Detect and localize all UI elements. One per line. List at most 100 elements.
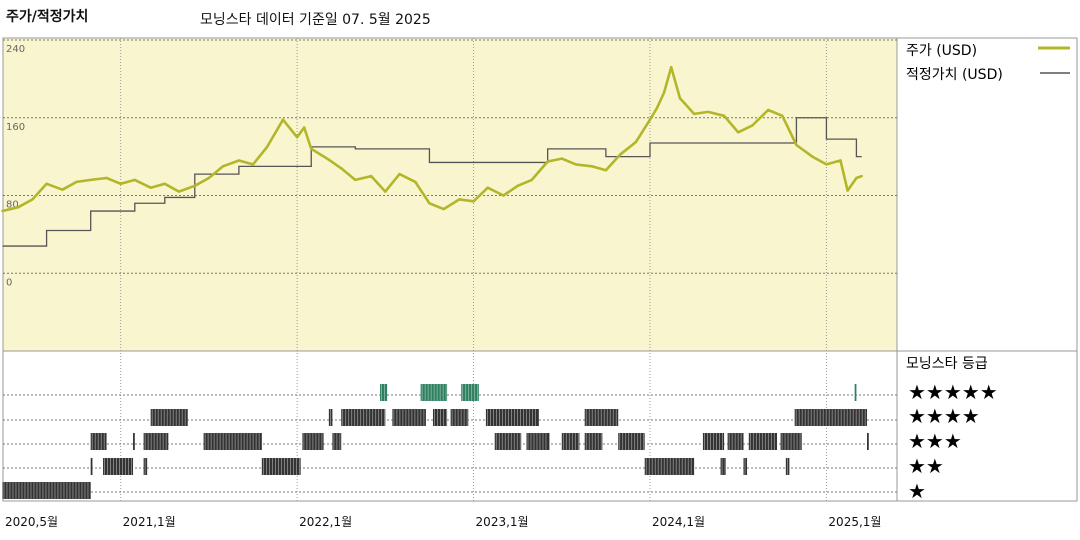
legend-price-label: 주가 (USD) (906, 43, 977, 59)
rating-segment-4-stars (328, 409, 333, 426)
price-point (251, 163, 255, 166)
price-point (370, 174, 373, 178)
price-point (89, 178, 92, 182)
price-point (839, 159, 842, 162)
legend-panel (896, 37, 1078, 502)
price-point (692, 112, 696, 116)
rating-segment-4-stars (432, 409, 448, 426)
price-point (678, 97, 682, 100)
rating-bars (2, 384, 869, 499)
y-tick-label: 240 (6, 44, 25, 55)
price-point (310, 147, 313, 150)
price-point (458, 198, 461, 201)
rating-segment-4-stars (584, 409, 619, 426)
rating-segment-3-stars (727, 433, 744, 450)
rating-segment-4-stars (450, 409, 469, 426)
rating-segment-3-stars (203, 433, 262, 450)
price-point (634, 140, 638, 144)
price-panel-background (2, 37, 898, 352)
price-point (75, 180, 78, 184)
price-point (472, 200, 475, 203)
price-point (722, 114, 726, 118)
price-point (767, 108, 770, 112)
x-tick-label: 2024,1월 (652, 515, 705, 529)
legend-rating-title: 모닝스타 등급 (906, 356, 988, 372)
price-point (1, 209, 4, 213)
rating-segment-4-stars (392, 409, 426, 426)
price-point (502, 194, 505, 197)
price-point (574, 163, 578, 166)
rating-segment-3-stars (494, 433, 522, 450)
y-tick-label: 0 (6, 277, 12, 288)
y-tick-label: 80 (6, 200, 19, 211)
price-point (855, 176, 858, 180)
rating-segment-4-stars (150, 409, 188, 426)
price-point (398, 172, 401, 176)
rating-segment-3-stars (618, 433, 645, 450)
price-point (119, 182, 122, 185)
price-point (325, 157, 329, 160)
x-tick-label: 2021,1월 (123, 515, 176, 529)
rating-row-5-stars: ★★★★★ (908, 380, 998, 404)
rating-segment-3-stars (702, 433, 725, 450)
price-point (133, 178, 136, 182)
price-point (17, 206, 20, 209)
price-point (825, 163, 828, 166)
x-tick-label: 2022,1월 (299, 515, 352, 529)
rating-row-1-star: ★ (908, 479, 926, 503)
rating-segment-2-stars (90, 458, 93, 475)
rating-segment-1-stars (2, 482, 91, 499)
price-point (860, 174, 863, 178)
rating-segment-3-stars (143, 433, 169, 450)
rating-segment-3-stars (332, 433, 342, 450)
rating-segment-4-stars (341, 409, 386, 426)
price-point (163, 182, 166, 185)
price-line (2, 65, 863, 213)
rating-segment-2-stars (644, 458, 695, 475)
rating-row-3-stars: ★★★ (908, 429, 962, 453)
price-point (560, 157, 563, 160)
y-axis-labels: 240 160 80 0 (6, 44, 25, 288)
price-point (737, 131, 740, 134)
price-point (149, 186, 152, 189)
rating-segment-2-stars (143, 458, 148, 475)
rating-segment-2-stars (103, 458, 134, 475)
price-point (516, 184, 519, 187)
rating-segment-3-stars (867, 433, 869, 450)
chart-title: 주가/적정가치 (6, 9, 89, 25)
price-point (670, 66, 673, 69)
price-point (707, 110, 710, 114)
legend-fair-label: 적정가치 (USD) (906, 67, 1003, 83)
price-point (193, 184, 196, 187)
fair-value-line (2, 117, 862, 247)
price-point (795, 143, 798, 147)
y-tick-label: 160 (6, 122, 25, 133)
rating-segment-2-stars (720, 458, 726, 475)
series-lines (1, 65, 863, 247)
price-point (354, 178, 357, 182)
price-point (846, 189, 849, 192)
rating-segment-3-stars (526, 433, 550, 450)
rating-segment-5-stars (854, 384, 857, 401)
x-axis-labels: 2020,5월 2021,1월 2022,1월 2023,1월 2024,1월 2025,… (5, 515, 881, 529)
x-tick-label: 2025,1월 (828, 515, 881, 529)
price-point (442, 207, 445, 211)
rating-segment-3-stars (302, 433, 324, 450)
price-point (648, 118, 652, 121)
price-point (590, 165, 593, 168)
price-point (177, 190, 181, 193)
price-point (604, 169, 608, 172)
price-point (237, 159, 241, 162)
rating-segment-3-stars (584, 433, 603, 450)
rating-panel-background (2, 350, 898, 502)
price-point (221, 165, 225, 168)
price-point (45, 182, 48, 185)
rating-segment-2-stars (261, 458, 301, 475)
rating-row-2-stars: ★★ (908, 454, 944, 478)
x-tick-label: 2020,5월 (5, 515, 58, 529)
price-point (31, 198, 34, 201)
price-point (781, 114, 784, 118)
rating-segment-5-stars (420, 384, 448, 401)
price-point (414, 180, 417, 184)
